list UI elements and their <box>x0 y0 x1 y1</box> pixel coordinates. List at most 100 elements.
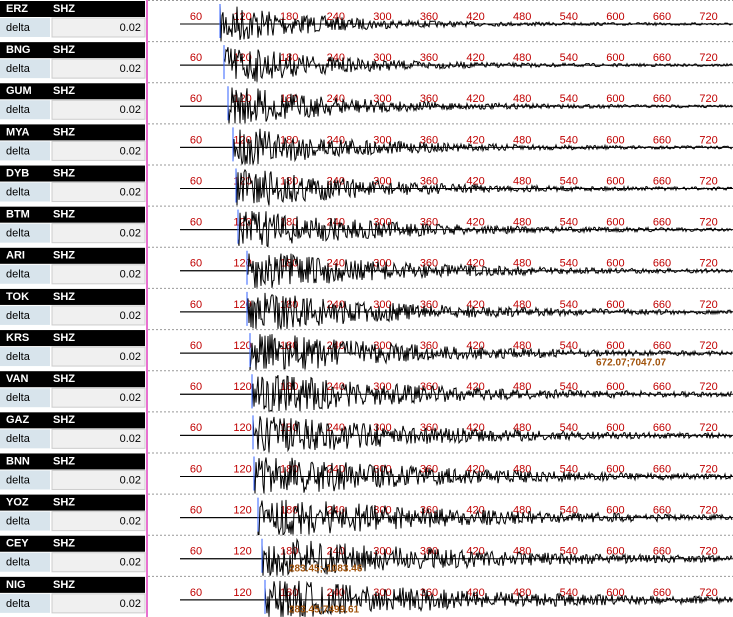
tick-label: 300 <box>373 546 391 558</box>
tick-label: 360 <box>420 505 438 517</box>
tick-label: 600 <box>606 587 624 599</box>
tick-label: 720 <box>699 52 717 64</box>
tick-label: 360 <box>420 175 438 187</box>
tick-label: 120 <box>233 505 251 517</box>
param-cell <box>0 100 50 120</box>
param-cell <box>0 141 50 161</box>
tick-label: 720 <box>699 381 717 393</box>
tick-label: 600 <box>606 217 624 229</box>
waveform <box>180 499 733 536</box>
param-value: 0.02 <box>120 351 141 363</box>
param-value: 0.02 <box>120 22 141 34</box>
channel: SHZ <box>53 414 75 426</box>
station: GAZ <box>6 414 30 426</box>
tick-label: 660 <box>653 340 671 352</box>
tick-label: 720 <box>699 175 717 187</box>
param-label: delta <box>6 392 31 404</box>
tick-label: 600 <box>606 175 624 187</box>
tick-label: 660 <box>653 52 671 64</box>
tick-label: 600 <box>606 422 624 434</box>
tick-label: 660 <box>653 134 671 146</box>
tick-label: 300 <box>373 175 391 187</box>
tick-label: 420 <box>466 422 484 434</box>
station: YOZ <box>6 497 29 509</box>
tick-label: 360 <box>420 134 438 146</box>
tick-label: 660 <box>653 381 671 393</box>
tick-label: 600 <box>606 299 624 311</box>
channel: SHZ <box>53 291 75 303</box>
waveform <box>180 537 733 576</box>
param-value: 0.02 <box>120 104 141 116</box>
station-header <box>0 288 145 305</box>
param-label: delta <box>6 433 31 445</box>
channel: SHZ <box>53 167 75 179</box>
channel: SHZ <box>53 497 75 509</box>
tick-label: 360 <box>420 340 438 352</box>
tick-label: 480 <box>513 381 531 393</box>
tick-label: 480 <box>513 299 531 311</box>
tick-label: 120 <box>233 299 251 311</box>
tick-label: 420 <box>466 299 484 311</box>
tick-label: 60 <box>190 463 202 475</box>
param-cell <box>0 305 50 325</box>
station: GUM <box>6 85 32 97</box>
param-cell <box>0 388 50 408</box>
tick-label: 540 <box>560 422 578 434</box>
channel: SHZ <box>53 455 75 467</box>
param-cell <box>0 470 50 490</box>
tick-label: 240 <box>327 381 345 393</box>
tick-label: 60 <box>190 11 202 23</box>
value-cell <box>51 264 146 285</box>
waveform <box>180 334 733 371</box>
station: KRS <box>6 332 29 344</box>
station: BNG <box>6 44 30 56</box>
tick-label: 60 <box>190 587 202 599</box>
station-header <box>0 1 145 17</box>
tick-label: 720 <box>699 587 717 599</box>
tick-label: 300 <box>373 134 391 146</box>
tick-label: 180 <box>280 11 298 23</box>
tick-label: 60 <box>190 217 202 229</box>
tick-label: 120 <box>233 587 251 599</box>
tick-label: 60 <box>190 381 202 393</box>
tick-label: 120 <box>233 381 251 393</box>
channel: SHZ <box>53 209 75 221</box>
tick-label: 600 <box>606 463 624 475</box>
param-label: delta <box>6 557 31 569</box>
station: BTM <box>6 209 30 221</box>
tick-label: 420 <box>466 381 484 393</box>
station-header <box>0 83 145 100</box>
param-cell <box>0 18 50 37</box>
tick-label: 300 <box>373 587 391 599</box>
param-cell <box>0 59 50 79</box>
tick-label: 660 <box>653 217 671 229</box>
tick-label: 600 <box>606 258 624 270</box>
tick-label: 600 <box>606 11 624 23</box>
param-label: delta <box>6 145 31 157</box>
station-header <box>0 535 145 552</box>
tick-label: 480 <box>513 340 531 352</box>
param-value: 0.02 <box>120 228 141 240</box>
param-value: 0.02 <box>120 63 141 75</box>
station-header <box>0 412 145 429</box>
value-cell <box>51 346 146 367</box>
tick-label: 720 <box>699 217 717 229</box>
station: CEY <box>6 538 29 550</box>
tick-label: 600 <box>606 52 624 64</box>
tick-label: 540 <box>560 134 578 146</box>
waveform <box>180 580 733 617</box>
value-cell <box>51 428 146 449</box>
tick-label: 420 <box>466 134 484 146</box>
tick-label: 600 <box>606 505 624 517</box>
pick-annotation: 283.45;-1083.46 <box>289 563 363 574</box>
tick-label: 720 <box>699 299 717 311</box>
tick-label: 240 <box>327 52 345 64</box>
param-cell <box>0 264 50 284</box>
tick-label: 240 <box>327 299 345 311</box>
tick-label: 420 <box>466 175 484 187</box>
param-value: 0.02 <box>120 186 141 198</box>
value-cell <box>51 223 146 244</box>
tick-label: 300 <box>373 258 391 270</box>
param-label: delta <box>6 104 31 116</box>
